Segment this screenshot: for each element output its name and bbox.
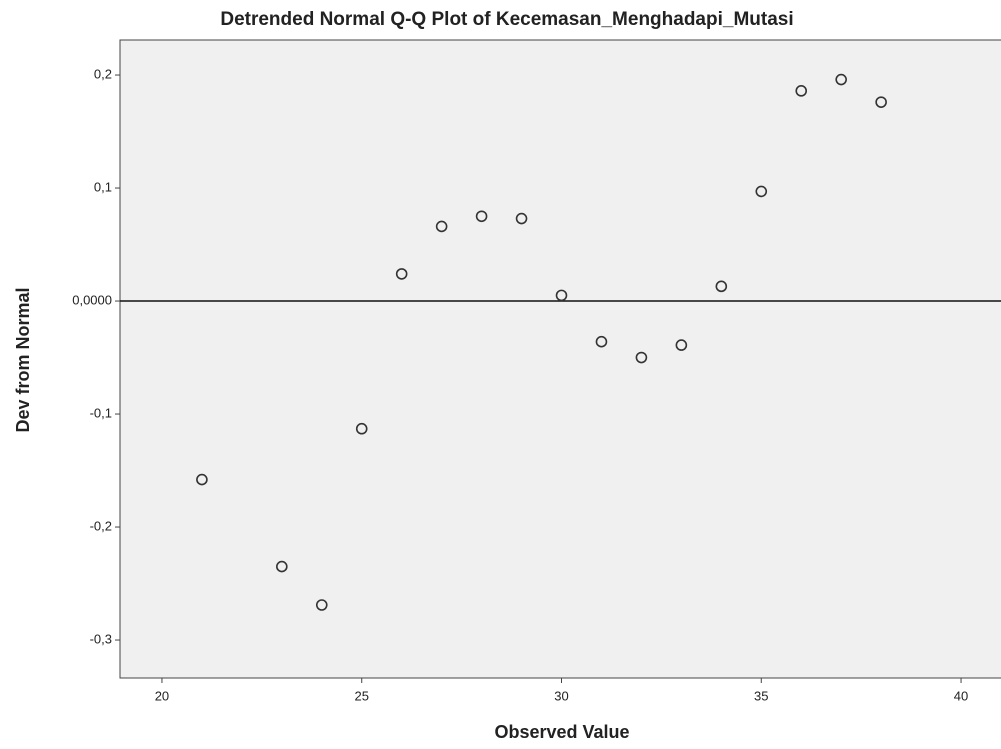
point: [315, 599, 328, 611]
point: [196, 473, 208, 486]
point: [675, 339, 688, 351]
y-tick-label: -0,2: [90, 518, 112, 533]
y-tick-label: 0,2: [94, 66, 112, 81]
y-axis-label: Dev from Normal: [13, 287, 33, 432]
point: [435, 220, 448, 233]
point: [875, 96, 887, 108]
chart-title: Detrended Normal Q-Q Plot of Kecemasan_M…: [220, 9, 793, 30]
point: [715, 280, 728, 293]
point: [755, 185, 768, 198]
x-tick-label: 20: [155, 688, 169, 703]
y-tick-label: 0,0000: [72, 292, 112, 307]
y-tick-label: -0,1: [90, 405, 112, 420]
point: [355, 422, 368, 435]
x-axis-label: Observed Value: [494, 722, 629, 742]
x-tick-label: 35: [754, 688, 768, 703]
plot-area: [119, 39, 1001, 679]
point: [635, 351, 648, 364]
y-tick-label: -0,3: [90, 631, 112, 646]
point: [835, 73, 847, 86]
x-tick-label: 40: [954, 688, 968, 703]
point: [795, 85, 808, 97]
point: [515, 212, 528, 225]
point: [475, 210, 488, 223]
point: [395, 268, 408, 280]
point: [555, 289, 568, 302]
x-tick-label: 25: [354, 688, 368, 703]
point: [276, 560, 288, 573]
x-tick-label: 30: [554, 688, 568, 703]
y-tick-label: 0,1: [94, 179, 112, 194]
point: [595, 335, 608, 348]
